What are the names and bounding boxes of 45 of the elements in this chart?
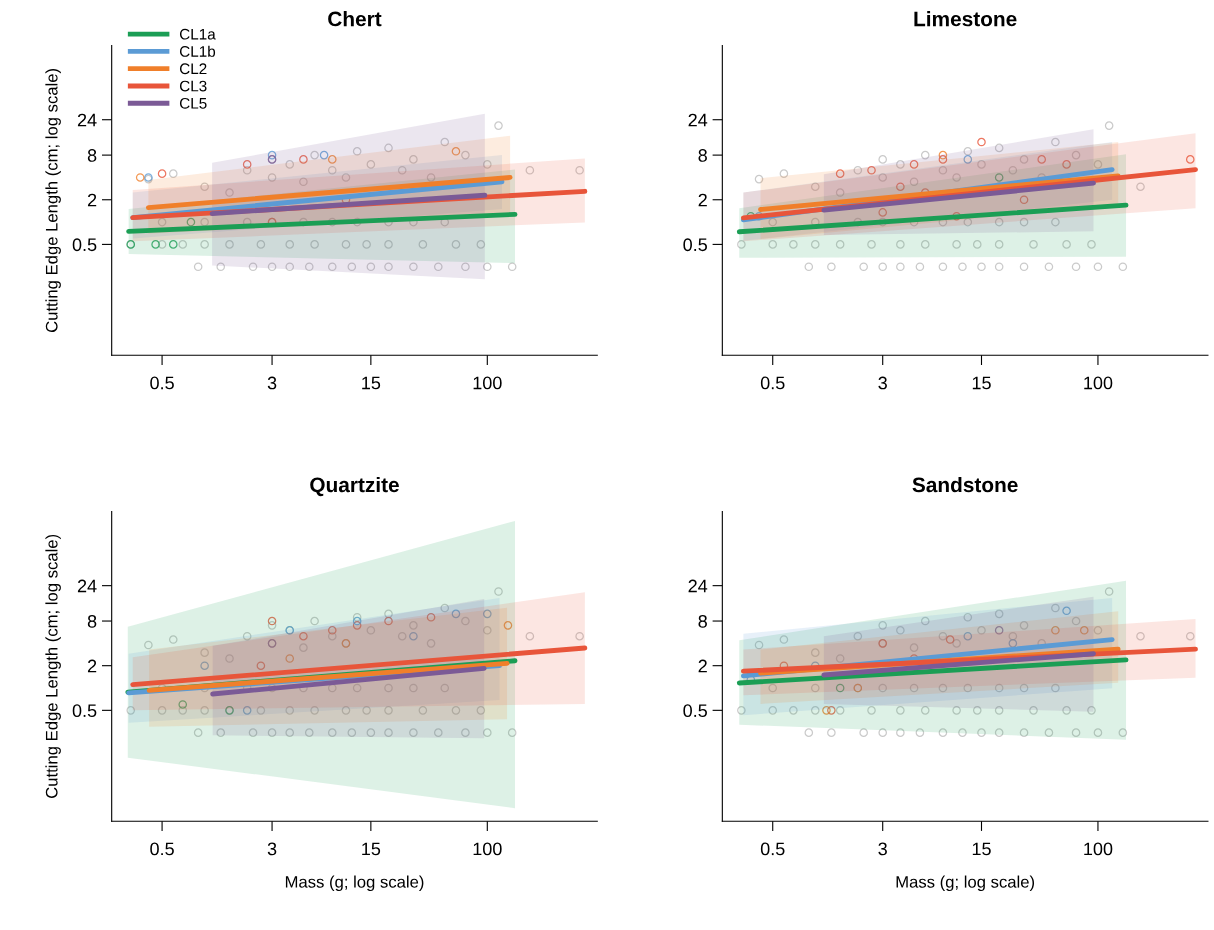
- x-tick-label: 0.5: [150, 842, 174, 856]
- chart-title: Limestone: [914, 11, 1017, 27]
- legend-label: CL1b: [179, 45, 216, 57]
- x-tick-label: 0.5: [150, 376, 174, 390]
- y-axis-title: Cutting Edge Length (cm; log scale): [45, 534, 61, 798]
- y-tick-label: 8: [698, 149, 707, 162]
- y-tick-label: 2: [698, 193, 707, 207]
- y-tick-label: 2: [87, 659, 97, 673]
- x-tick-label: 15: [972, 376, 991, 390]
- chart-title: Quartzite: [310, 476, 399, 497]
- x-tick-label: 100: [1084, 842, 1113, 856]
- x-tick-label: 0.5: [760, 376, 785, 390]
- legend-label: CL5: [179, 97, 207, 109]
- y-tick-label: 8: [87, 149, 97, 162]
- y-tick-label: 0.5: [683, 704, 707, 718]
- x-tick-label: 15: [362, 376, 381, 390]
- x-tick-label: 100: [473, 842, 502, 856]
- x-axis-title: Mass (g; log scale): [285, 875, 424, 892]
- x-tick-label: 3: [267, 376, 277, 390]
- y-tick-label: 24: [77, 113, 97, 127]
- legend-label: CL2: [179, 63, 207, 75]
- y-axis-title: Cutting Edge Length (cm; log scale): [45, 68, 61, 333]
- x-tick-label: 100: [1084, 376, 1113, 390]
- x-tick-label: 0.5: [760, 842, 785, 856]
- y-tick-label: 0.5: [72, 238, 97, 252]
- chart-title: Sandstone: [912, 476, 1018, 493]
- y-tick-label: 0.5: [683, 238, 707, 252]
- x-tick-label: 15: [972, 842, 991, 856]
- y-tick-label: 24: [77, 579, 97, 593]
- chart-title: Chert: [328, 11, 382, 27]
- x-tick-label: 100: [473, 376, 502, 390]
- x-tick-label: 3: [267, 842, 277, 856]
- y-tick-label: 8: [698, 614, 707, 628]
- legend-label: CL3: [179, 80, 207, 92]
- y-tick-label: 24: [688, 113, 708, 127]
- y-tick-label: 8: [87, 614, 97, 628]
- y-tick-label: 24: [688, 579, 708, 593]
- x-tick-label: 15: [362, 842, 381, 856]
- x-tick-label: 3: [878, 842, 887, 856]
- x-axis-title: Mass (g; log scale): [896, 875, 1035, 892]
- legend-label: CL1a: [179, 28, 216, 40]
- y-tick-label: 0.5: [72, 704, 97, 718]
- x-tick-label: 3: [878, 376, 887, 390]
- y-tick-label: 2: [87, 193, 97, 207]
- y-tick-label: 2: [698, 659, 707, 673]
